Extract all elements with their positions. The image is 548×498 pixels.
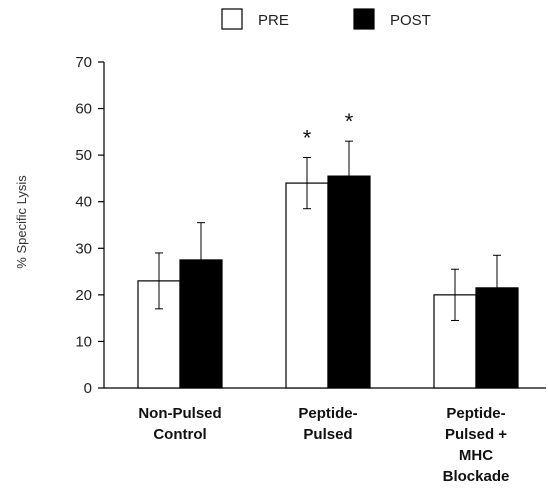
- bars: [137, 175, 519, 389]
- error-bars: [155, 140, 501, 321]
- x-category-label-line: Non-Pulsed: [138, 405, 221, 422]
- legend-swatch-pre: [221, 8, 243, 30]
- x-category-label: Peptide- Pulsed + MHC Blockade: [443, 405, 510, 485]
- y-tick-label: 70: [75, 54, 92, 71]
- x-category-label-line: Peptide-: [446, 405, 505, 422]
- legend: PRE POST: [221, 8, 431, 30]
- y-tick-label: 40: [75, 194, 92, 211]
- legend-label-pre: PRE: [258, 12, 289, 29]
- x-category-label-line: Pulsed: [303, 426, 352, 443]
- x-category-label-line: Blockade: [443, 468, 510, 485]
- significance-asterisk: *: [303, 125, 312, 150]
- x-category-label-line: Peptide-: [298, 405, 357, 422]
- y-tick-label: 60: [75, 101, 92, 118]
- x-category-label: Peptide- Pulsed: [298, 405, 357, 443]
- y-tick-label: 10: [75, 333, 92, 350]
- legend-label-post: POST: [390, 12, 431, 29]
- y-tick-label: 0: [84, 380, 92, 397]
- x-category-label-line: Pulsed +: [445, 426, 507, 443]
- significance-markers: **: [303, 109, 354, 150]
- bar-pre: [285, 182, 329, 389]
- y-axis-title: % Specific Lysis: [14, 175, 29, 269]
- x-category-label-line: Control: [153, 426, 206, 443]
- y-tick-label: 50: [75, 147, 92, 164]
- significance-asterisk: *: [345, 109, 354, 134]
- x-category-label-line: MHC: [459, 447, 493, 464]
- legend-swatch-post: [353, 8, 375, 30]
- category-labels: Non-Pulsed ControlPeptide-PulsedPeptide-P…: [138, 405, 509, 485]
- y-axis-title-group: % Specific Lysis: [14, 175, 29, 269]
- y-tick-label: 30: [75, 240, 92, 257]
- x-category-label: Non-Pulsed Control: [138, 405, 221, 443]
- y-tick-label: 20: [75, 287, 92, 304]
